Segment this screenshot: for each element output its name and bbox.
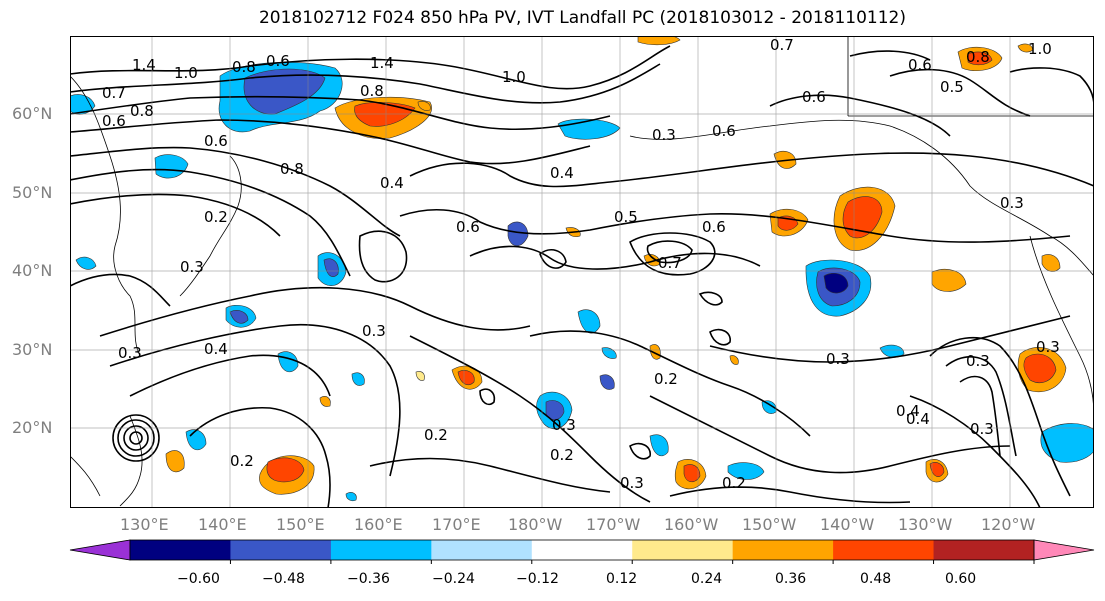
pv-shading xyxy=(70,36,1094,502)
contour-label: 0.2 xyxy=(204,208,228,226)
contour-label: 0.3 xyxy=(970,420,994,438)
map-title: 2018102712 F024 850 hPa PV, IVT Landfall… xyxy=(258,8,906,28)
lat-label: 40°N xyxy=(12,261,53,280)
contour-label: 0.8 xyxy=(280,160,304,178)
colorbar-tick-label: −0.60 xyxy=(177,571,220,587)
contour-label: 0.3 xyxy=(552,416,576,434)
lat-label: 30°N xyxy=(12,340,53,359)
contour-label: 0.6 xyxy=(908,56,932,74)
contour-label: 0.6 xyxy=(712,122,736,140)
colorbar-tick-label: 0.36 xyxy=(775,571,807,587)
contour-label: 0.6 xyxy=(102,112,126,130)
lon-label: 160°W xyxy=(664,515,719,534)
colorbar-segment xyxy=(732,540,834,560)
lon-label: 180°W xyxy=(508,515,563,534)
colorbar-extend-max xyxy=(1033,539,1095,561)
colorbar-tick-label: 0.24 xyxy=(691,571,723,587)
lon-label: 140°W xyxy=(820,515,875,534)
contour-label: 1.4 xyxy=(370,54,394,72)
lon-label: 120°W xyxy=(981,515,1036,534)
lon-label: 140°E xyxy=(198,515,247,534)
lon-label: 170°W xyxy=(586,515,641,534)
contour-label: 0.3 xyxy=(652,126,676,144)
contour-label: 0.6 xyxy=(456,218,480,236)
contour-label: 0.8 xyxy=(360,82,384,100)
contour-label: 1.0 xyxy=(174,64,198,82)
contour-label: 0.8 xyxy=(966,48,990,66)
colorbar-tick-label: −0.24 xyxy=(432,571,475,587)
colorbar-extend-min xyxy=(69,539,131,561)
contour-label: 1.0 xyxy=(1028,40,1052,58)
contour-label: 0.2 xyxy=(550,446,574,464)
map-plot: 1.4 1.0 0.6 0.8 1.4 1.0 0.8 0.7 0.6 0.8 … xyxy=(70,36,1094,508)
colorbar-tick-label: −0.12 xyxy=(516,571,559,587)
contour-label: 0.4 xyxy=(550,164,574,182)
lon-label: 150°W xyxy=(742,515,797,534)
contour-label: 0.5 xyxy=(940,78,964,96)
colorbar-tick-label: 0.12 xyxy=(606,571,638,587)
colorbar-tick-label: −0.36 xyxy=(347,571,390,587)
colorbar xyxy=(69,539,1095,564)
colorbar-segment xyxy=(632,540,734,560)
colorbar-segment xyxy=(531,540,633,560)
contour-label: 0.7 xyxy=(770,36,794,54)
map-frame xyxy=(70,36,1094,508)
colorbar-outline xyxy=(129,539,1035,561)
ivt-contours xyxy=(70,45,1094,508)
contour-label: 0.4 xyxy=(896,402,920,420)
lon-label: 170°E xyxy=(432,515,481,534)
contour-label: 0.2 xyxy=(230,452,254,470)
contour-label: 0.3 xyxy=(180,258,204,276)
contour-label: 0.3 xyxy=(966,352,990,370)
gridlines xyxy=(70,36,1094,508)
contour-label: 1.4 xyxy=(132,56,156,74)
colorbar-tick-label: 0.60 xyxy=(945,571,977,587)
colorbar-segment xyxy=(130,540,231,560)
contour-label: 0.3 xyxy=(362,322,386,340)
contour-label: 0.7 xyxy=(658,254,682,272)
colorbar-tick-label: 0.48 xyxy=(860,571,892,587)
contour-label: 0.3 xyxy=(118,344,142,362)
lon-label: 160°E xyxy=(354,515,403,534)
lat-label: 20°N xyxy=(12,418,53,437)
contour-label: 0.7 xyxy=(102,84,126,102)
contour-label: 0.4 xyxy=(380,174,404,192)
contour-label: 0.5 xyxy=(614,208,638,226)
contour-label: 0.3 xyxy=(620,474,644,492)
coastlines xyxy=(70,36,1094,507)
contour-label: 0.8 xyxy=(232,58,256,76)
contour-label: 0.6 xyxy=(204,132,228,150)
contour-label: 0.6 xyxy=(266,52,290,70)
contour-label: 0.6 xyxy=(802,88,826,106)
lon-label: 130°W xyxy=(898,515,953,534)
contour-label: 0.4 xyxy=(906,410,930,428)
colorbar-segment xyxy=(431,540,533,560)
contour-label: 0.4 xyxy=(204,340,228,358)
contour-label: 0.3 xyxy=(1036,338,1060,356)
colorbar-segment xyxy=(230,540,332,560)
colorbar-segment xyxy=(833,540,935,560)
colorbar-tick-label: −0.48 xyxy=(262,571,305,587)
contour-label: 0.6 xyxy=(702,218,726,236)
colorbar-segment xyxy=(330,540,432,560)
lon-label: 150°E xyxy=(276,515,325,534)
contour-labels: 1.4 1.0 0.6 0.8 1.4 1.0 0.8 0.7 0.6 0.8 … xyxy=(102,36,1060,492)
contour-label: 0.2 xyxy=(654,370,678,388)
lon-label: 130°E xyxy=(120,515,169,534)
contour-label: 0.3 xyxy=(826,350,850,368)
lat-label: 50°N xyxy=(12,183,53,202)
contour-label: 1.0 xyxy=(502,68,526,86)
colorbar-segment xyxy=(933,540,1035,560)
lat-label: 60°N xyxy=(12,104,53,123)
contour-label: 0.8 xyxy=(130,102,154,120)
contour-label: 0.2 xyxy=(722,474,746,492)
contour-label: 0.2 xyxy=(424,426,448,444)
contour-label: 0.3 xyxy=(1000,194,1024,212)
